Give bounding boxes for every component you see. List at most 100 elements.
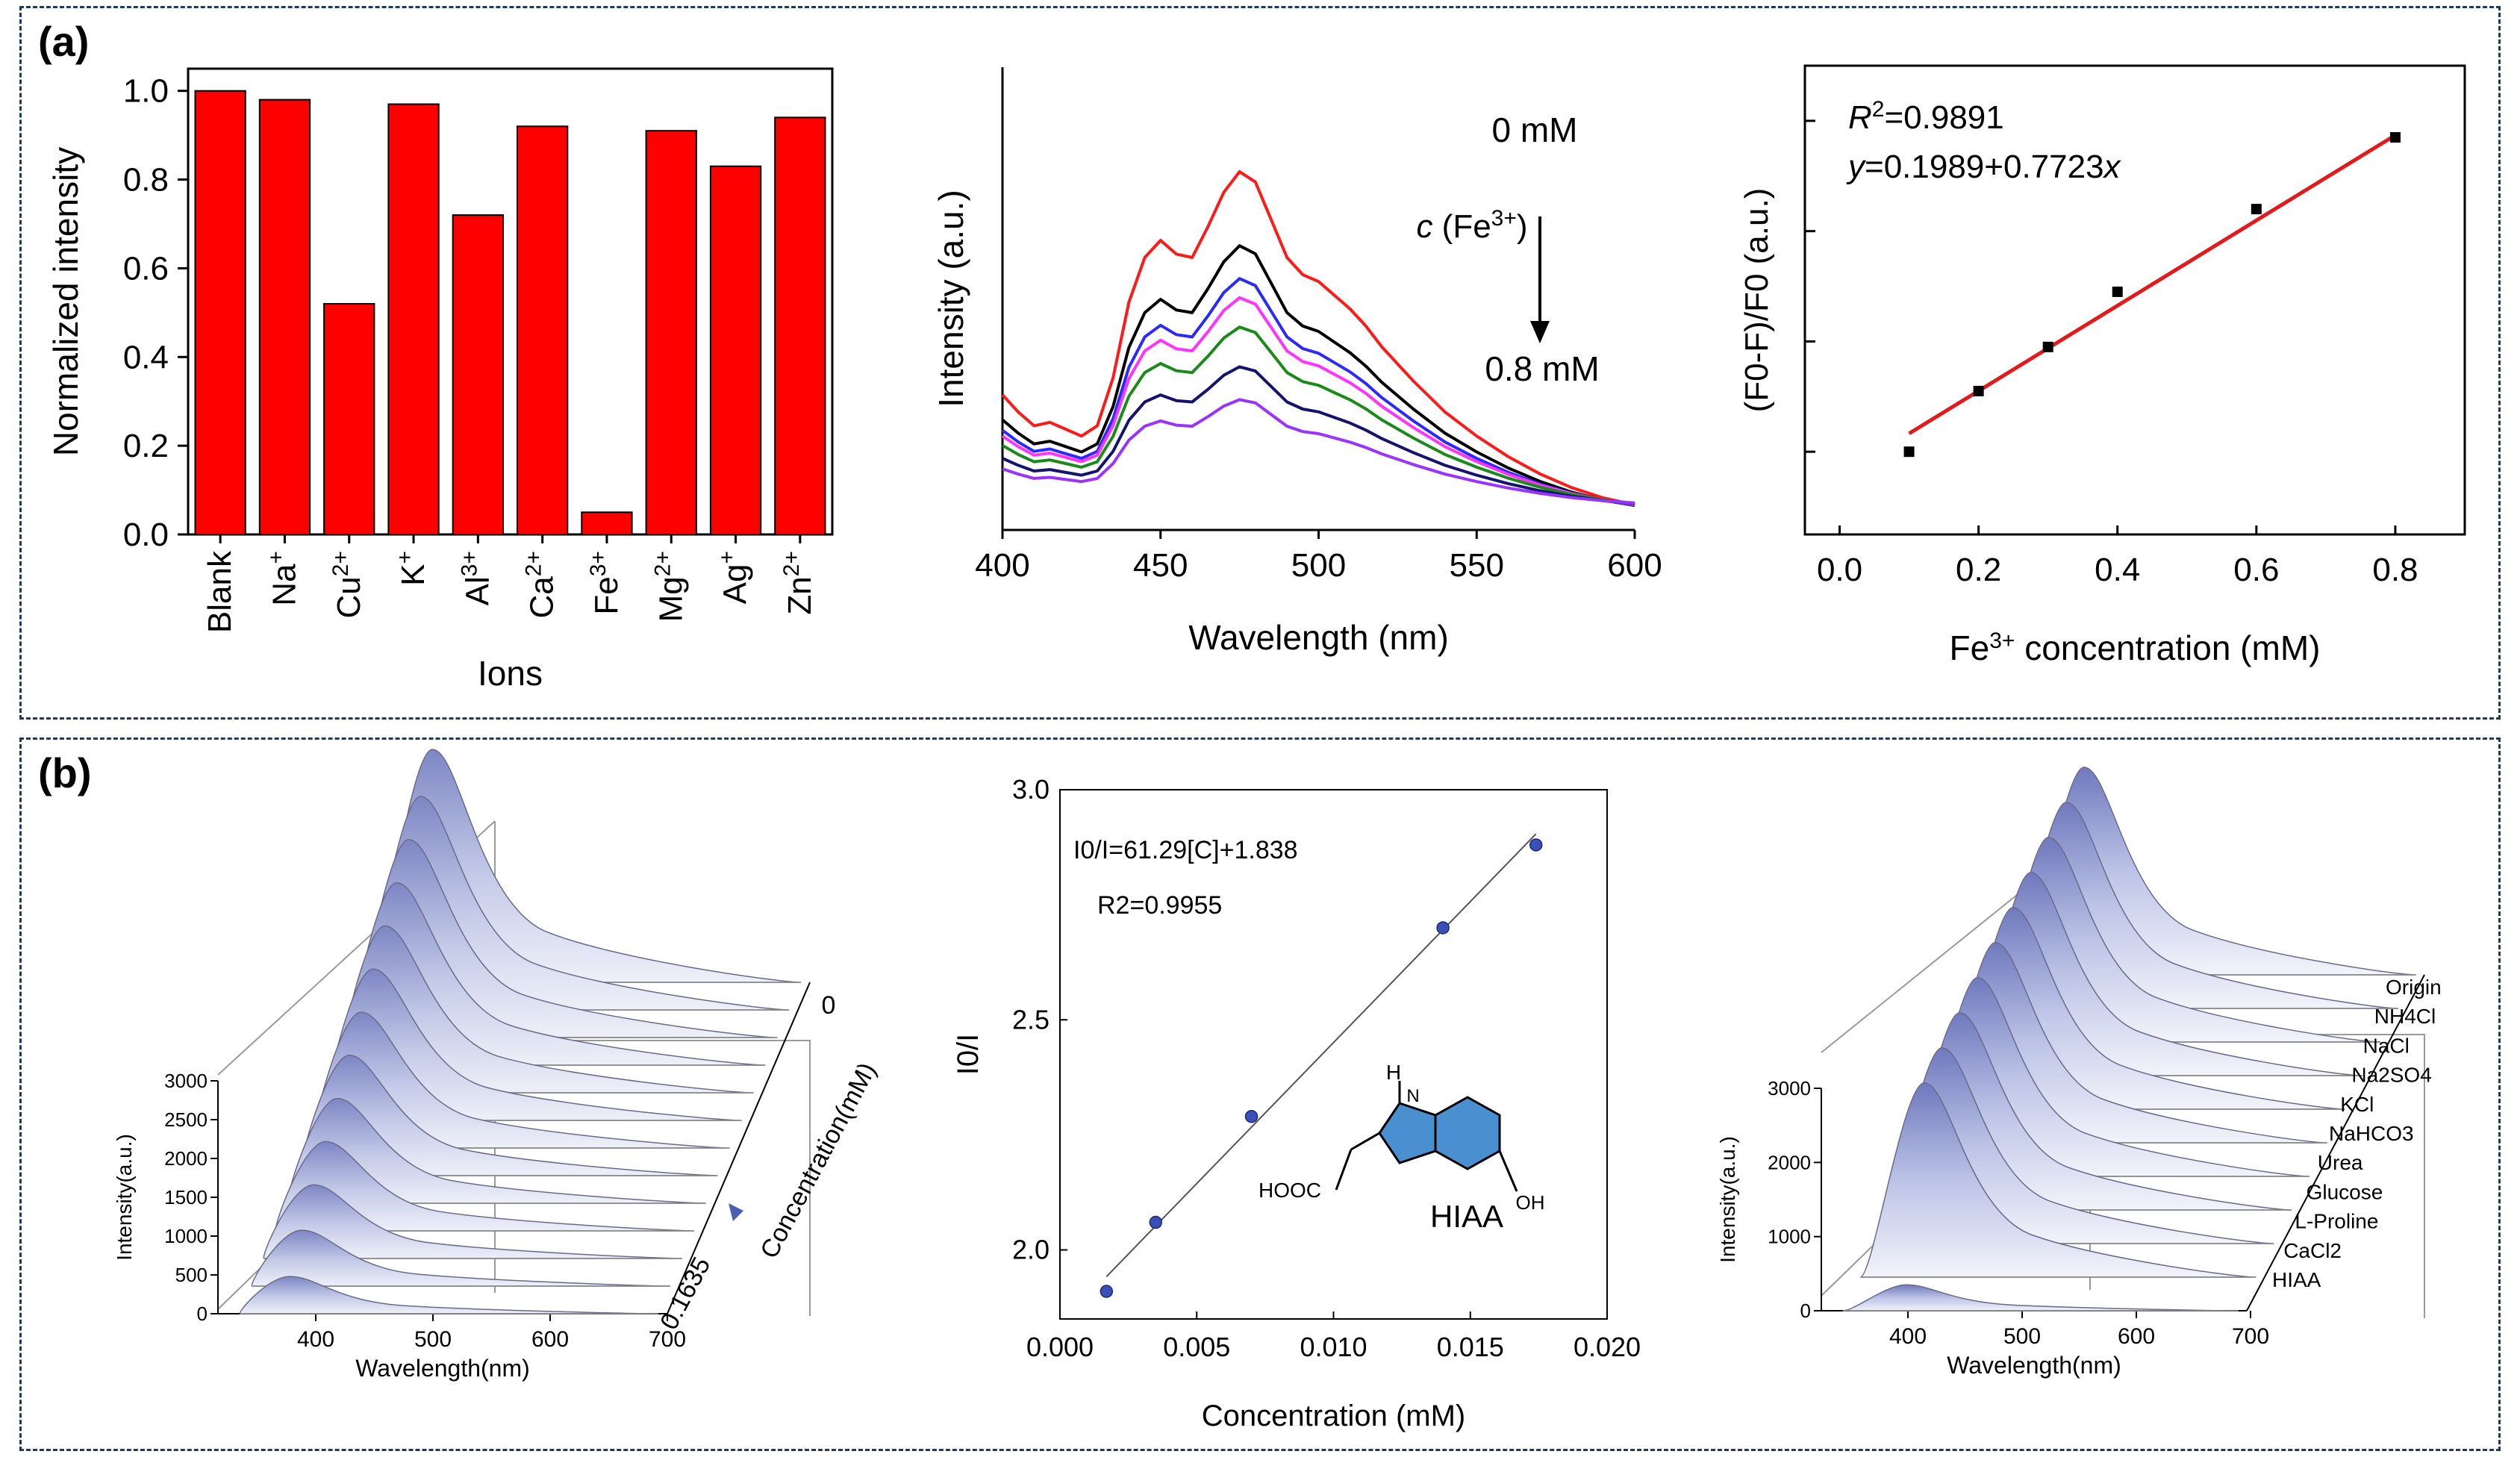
x-axis-label-sup: 3+ — [1989, 628, 2015, 653]
bar-Na+ — [258, 99, 311, 536]
x-tick-label: 500 — [414, 1327, 452, 1352]
depth-end-label: 0.1635 — [655, 1253, 716, 1335]
x-tick-label: 600 — [1607, 547, 1662, 584]
x-tick-label: 0.6 — [2233, 552, 2279, 588]
x-tick-label: 400 — [1889, 1324, 1927, 1349]
ridge-6 — [311, 1011, 730, 1149]
y-axis-label: I0/I — [952, 1034, 985, 1076]
x-tick-label-base: Ca — [524, 576, 561, 619]
bar-Al3+ — [452, 214, 505, 535]
data-point — [2389, 132, 2401, 143]
bar-Ca2+ — [516, 125, 569, 535]
molecule-oh-bond — [1498, 1150, 1518, 1192]
panel-b: (b) — [19, 737, 2501, 1451]
bar-K+ — [387, 103, 440, 536]
data-point — [1149, 1215, 1163, 1229]
x-tick-label: 550 — [1450, 547, 1504, 584]
chart-a3-linear-fit: 0.0 0.2 0.4 0.6 0.8 R2=0.9891 y=0.1989+0.7723x… — [1738, 64, 2466, 668]
y-tick-label: 3000 — [1768, 1077, 1811, 1100]
eq-y: y — [1846, 149, 1867, 185]
molecule-n-label: N — [1406, 1086, 1419, 1106]
x-tick-label: 500 — [1291, 547, 1346, 584]
x-tick-label: 0.020 — [1574, 1332, 1641, 1362]
x-axis-label: Fe3+ concentration (mM) — [1950, 628, 2321, 668]
x-tick-label: Zn2+ — [779, 551, 818, 615]
x-tick-label: Cu2+ — [328, 551, 367, 618]
y-tick-label: 1000 — [164, 1225, 208, 1247]
y-tick-label: 0.0 — [123, 517, 169, 553]
fit-line — [1105, 833, 1537, 1277]
spectrum-0.4 mM — [1002, 325, 1635, 505]
x-tick-label: 0.005 — [1163, 1332, 1230, 1362]
annotation-conc: c (Fe3+) — [1416, 206, 1527, 246]
bar-Zn2+ — [774, 116, 826, 536]
molecule-benzene-ring — [1434, 1096, 1501, 1170]
data-point — [1436, 921, 1450, 935]
bar-Fe3+ — [581, 511, 633, 535]
y-axis-label: (F0-F)/F0 (a.u.) — [1738, 188, 1775, 413]
molecule-pyrrole-ring — [1378, 1102, 1437, 1164]
depth-start-label: 0 — [822, 991, 836, 1020]
chart-a2-spectra: 400 450 500 550 600 0 mM c (Fe3+) 0.8 mM Wavelen… — [932, 67, 1662, 657]
x-tick-label: Na+ — [263, 551, 303, 606]
data-point — [1100, 1285, 1114, 1298]
y-tick-label: 0 — [197, 1303, 208, 1325]
y-axis-label: Intensity(a.u.) — [1716, 1136, 1739, 1263]
series-label: KCl — [2340, 1093, 2374, 1116]
annotation-bottom: 0.8 mM — [1485, 349, 1599, 388]
data-point — [1903, 446, 1915, 458]
equation-annotation: y=0.1989+0.7723x — [1846, 149, 2122, 185]
data-point — [2251, 204, 2262, 215]
depth-axis — [667, 982, 811, 1314]
ridge-10 — [1842, 1284, 2239, 1311]
r2-value: =0.9891 — [1884, 99, 2003, 136]
depth-axis-label: Concentration(mM) — [755, 1058, 882, 1263]
y-tick-label: 0.4 — [123, 339, 169, 375]
x-tick-label-sup: 2+ — [521, 551, 546, 576]
x-tick-label: 0.4 — [2095, 552, 2140, 588]
y-axis-label: Normalized intensity — [46, 147, 85, 456]
annotation-conc-close: ) — [1517, 208, 1528, 245]
chart-b1-ridge-3d: 0 500 1000 1500 2000 2500 3000 400 500 600 700 Inte… — [113, 749, 882, 1382]
x-tick-label: 0.015 — [1437, 1332, 1504, 1362]
molecule-cooh-label: HOOC — [1259, 1179, 1321, 1202]
series-label: HIAA — [2272, 1268, 2321, 1291]
ridge-10 — [263, 1184, 682, 1259]
y-tick-label: 2500 — [164, 1108, 208, 1131]
y-tick-label: 1.0 — [123, 73, 169, 110]
panel-b-label: (b) — [38, 749, 92, 796]
y-axis-label: Intensity(a.u.) — [113, 1134, 136, 1261]
x-tick-label-sup: 3+ — [457, 551, 481, 576]
ridge-12 — [239, 1276, 658, 1314]
r2-r: R — [1848, 99, 1872, 136]
x-tick-label: 0.8 — [2372, 552, 2418, 588]
spectrum-0.1 mM — [1001, 244, 1635, 508]
x-tick-label-base: Na — [266, 564, 302, 606]
x-tick-label: 700 — [2232, 1324, 2269, 1349]
annotation-arrow-head — [1530, 321, 1550, 343]
x-tick-label-base: Al — [459, 576, 496, 605]
depth-axis — [2246, 974, 2425, 1311]
y-tick-label: 1500 — [164, 1186, 208, 1208]
x-tick-label-base: Cu — [331, 576, 367, 618]
spectrum-0.8 mM — [1002, 398, 1635, 505]
panel-a-label: (a) — [38, 18, 90, 65]
ridge-9 — [275, 1141, 694, 1232]
x-tick-label: 0.0 — [1817, 552, 1862, 588]
annotation-conc-sup: 3+ — [1491, 206, 1517, 231]
x-axis-label: Concentration (mM) — [1202, 1400, 1465, 1432]
x-tick-label-base: K — [395, 564, 431, 586]
y-tick-label: 0 — [1800, 1300, 1811, 1322]
x-tick-label-sup: + — [714, 551, 739, 564]
x-tick-label: 0.000 — [1026, 1332, 1094, 1362]
annotation-conc-ion: (Fe — [1432, 208, 1491, 245]
bar-Mg2+ — [645, 130, 697, 535]
molecule-h-label: H — [1386, 1061, 1401, 1084]
y-tick-label: 2000 — [1768, 1151, 1811, 1173]
y-tick-label: 1000 — [1768, 1226, 1811, 1248]
series-label: CaCl2 — [2283, 1239, 2342, 1262]
x-tick-label: Mg2+ — [650, 551, 690, 622]
x-tick-label-sup: + — [393, 551, 417, 564]
plot-frame — [187, 67, 834, 536]
